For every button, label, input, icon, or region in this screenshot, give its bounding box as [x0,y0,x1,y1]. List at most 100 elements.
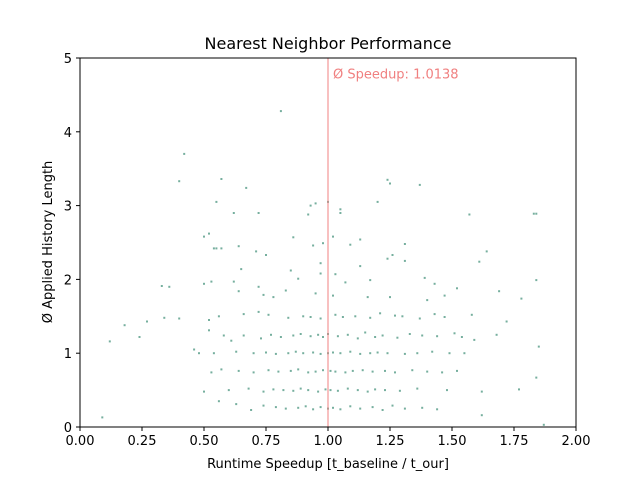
data-point [403,407,406,410]
data-point [240,268,243,271]
data-point [398,389,401,392]
data-point [242,313,245,316]
data-point [391,404,394,407]
data-point [309,316,312,318]
data-point [252,352,255,355]
data-point [255,250,258,253]
data-point [371,370,374,373]
x-tick-label: 1.00 [314,434,343,449]
data-point [215,200,218,203]
data-point [371,406,374,409]
y-tick-label: 0 [64,421,72,436]
y-tick-label: 2 [64,273,72,288]
data-point [346,333,349,336]
data-point [374,388,377,391]
data-point [322,336,324,338]
data-point [215,247,218,250]
data-point [396,336,399,339]
average-speedup-annotation: Ø Speedup: 1.0138 [333,68,459,83]
data-point [498,290,501,293]
data-point [443,316,446,318]
data-point [250,409,253,411]
data-point [237,245,240,248]
data-point [203,235,205,238]
points-layer [101,110,545,426]
data-point [168,285,171,288]
data-point [336,389,339,392]
x-axis-ticks: 0.00 0.25 0.50 0.75 1.00 1.25 1.50 1.75 2.00 [66,427,590,449]
data-point [309,204,312,207]
x-tick-label: 1.50 [438,434,467,449]
data-point [480,414,483,417]
data-point [319,352,322,355]
x-tick-label: 1.75 [500,434,529,449]
x-tick-label: 0.00 [66,434,95,449]
data-point [307,371,310,374]
data-point [426,370,429,373]
data-point [369,352,372,355]
data-point [480,390,483,393]
data-point [203,390,205,393]
data-point [391,254,394,256]
data-point [374,336,377,338]
data-point [346,387,349,390]
data-point [183,152,186,155]
data-point [210,280,213,283]
data-point [339,208,342,211]
data-point [232,280,235,283]
data-point [302,352,305,355]
data-point [123,324,126,327]
data-point [319,272,322,275]
data-point [163,316,166,319]
x-tick-label: 0.25 [128,434,157,449]
data-point [272,388,275,391]
y-axis-ticks: 0 1 2 3 4 5 [64,52,80,436]
data-point [423,276,426,279]
data-point [304,405,307,408]
data-point [341,316,344,318]
data-point [339,212,342,214]
data-point [160,285,163,287]
data-point [416,352,419,355]
data-point [193,348,196,351]
data-point [277,370,280,373]
data-point [101,416,104,419]
data-point [366,296,369,299]
data-point [520,297,523,300]
data-point [314,370,317,373]
data-point [297,406,300,409]
data-point [460,336,463,338]
data-point [319,317,322,320]
data-point [299,333,302,335]
data-point [495,333,498,336]
data-point [436,408,439,411]
data-point [448,352,451,355]
data-point [354,315,357,318]
data-point [312,351,315,354]
data-point [274,352,277,355]
data-point [381,409,384,411]
data-point [344,281,347,284]
data-point [339,352,342,355]
y-tick-label: 3 [64,200,72,215]
data-point [389,296,391,299]
data-point [470,313,473,316]
data-point [416,387,419,390]
data-point [356,389,359,392]
data-point [222,334,225,337]
data-point [344,371,347,374]
data-point [359,265,362,268]
data-point [443,294,446,297]
data-point [257,212,260,214]
data-point [297,368,300,371]
data-point [369,279,372,282]
data-point [359,352,362,355]
data-point [421,334,424,337]
data-point [478,260,481,263]
data-point [537,345,540,348]
data-point [312,244,315,247]
data-point [237,290,240,293]
data-point [314,292,317,295]
data-point [332,235,334,238]
